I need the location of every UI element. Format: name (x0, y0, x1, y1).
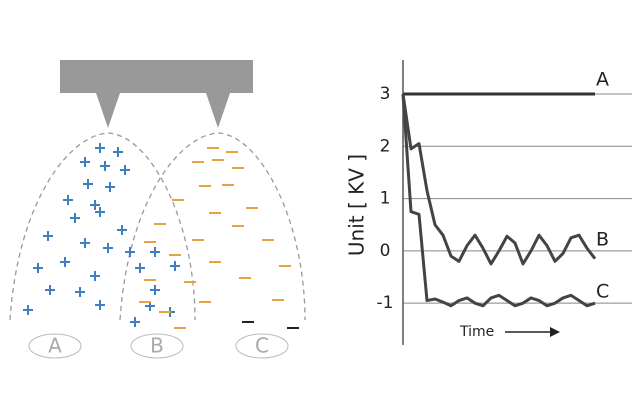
label-oval (130, 333, 184, 359)
series-line (401, 93, 596, 308)
plus-charge (43, 231, 53, 241)
emitter-bar (60, 60, 253, 93)
plus-charge (45, 285, 55, 295)
plus-charge (120, 165, 130, 175)
plus-charge (83, 179, 93, 189)
label-oval (28, 333, 82, 359)
y-tick-label: 1 (380, 189, 391, 209)
plus-charge (60, 257, 70, 267)
plus-charge (80, 238, 90, 248)
plus-charge (90, 271, 100, 281)
time-arrow-head (550, 327, 560, 337)
plus-charge (23, 305, 33, 315)
plus-charge (95, 143, 105, 153)
y-axis-label: Unit [ KV ] (345, 154, 369, 256)
plus-charge (33, 263, 43, 273)
plus-charge (95, 207, 105, 217)
region-label: C (255, 334, 269, 358)
series-label: B (596, 229, 609, 251)
plus-charge (103, 243, 113, 253)
label-oval (235, 333, 289, 359)
series-label: C (596, 281, 609, 303)
ion-cone (9, 132, 196, 321)
y-tick-label: 2 (380, 136, 391, 156)
plus-charge (63, 195, 73, 205)
plus-charge (170, 261, 180, 271)
y-tick-label: 3 (380, 84, 391, 104)
plus-charge (90, 200, 100, 210)
plus-charge (150, 285, 160, 295)
plus-charge (135, 263, 145, 273)
series-line (401, 93, 597, 266)
plus-charge (150, 247, 160, 257)
x-axis-label: Time (459, 324, 494, 340)
plus-charge (100, 161, 110, 171)
series-label: A (596, 69, 609, 91)
nozzle (96, 93, 120, 128)
plus-charge (113, 147, 123, 157)
plus-charge (75, 287, 85, 297)
plus-charge (130, 317, 140, 327)
plus-charge (117, 225, 127, 235)
y-tick-label: -1 (377, 293, 394, 313)
region-label: A (48, 334, 62, 358)
plus-charge (70, 213, 80, 223)
y-tick-label: 0 (380, 241, 391, 261)
ion-cone (119, 132, 306, 321)
region-label: B (150, 334, 164, 358)
plus-charge (95, 300, 105, 310)
plus-charge (80, 157, 90, 167)
plus-charge (105, 182, 115, 192)
nozzle (206, 93, 230, 128)
plus-charge (125, 247, 135, 257)
